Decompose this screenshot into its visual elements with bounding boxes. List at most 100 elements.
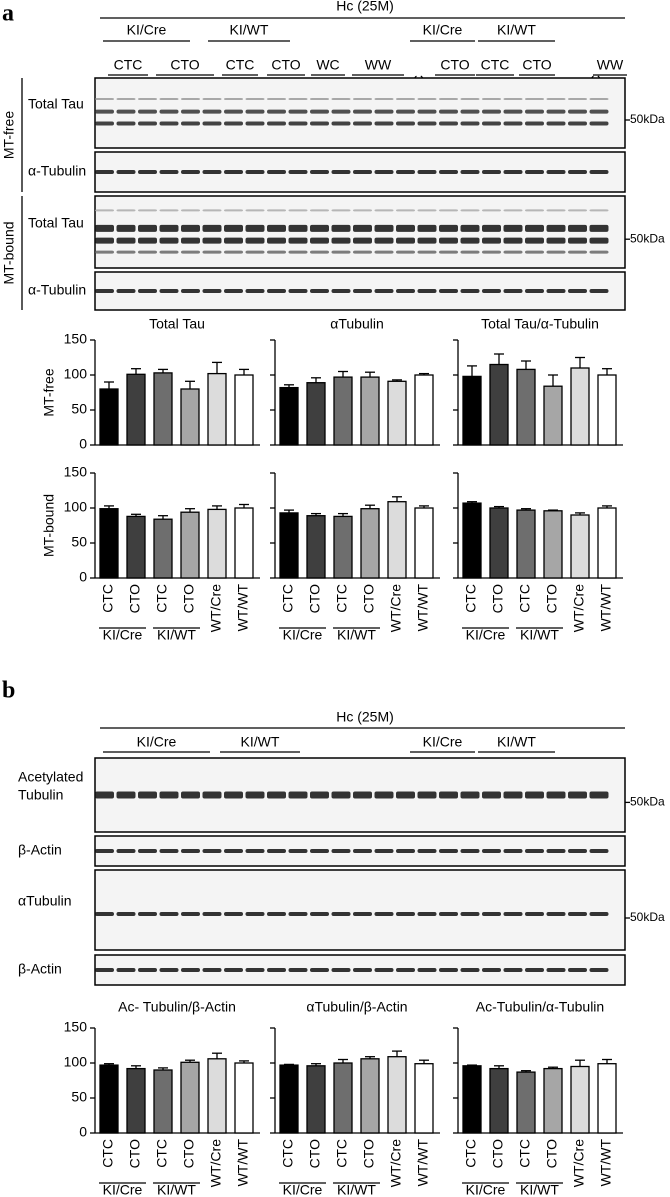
band xyxy=(267,791,286,799)
band xyxy=(589,849,609,853)
band xyxy=(460,912,480,916)
bar xyxy=(360,376,380,446)
band xyxy=(288,224,308,232)
bar xyxy=(414,374,434,446)
x-tick-label: WT/Cre xyxy=(388,584,404,632)
band xyxy=(331,250,351,254)
band xyxy=(224,98,243,100)
group-label: KI/WT xyxy=(520,627,559,643)
group-label: KI/WT xyxy=(520,1182,559,1197)
band xyxy=(353,224,372,232)
band xyxy=(288,121,308,126)
band xyxy=(224,209,243,212)
band xyxy=(460,209,480,212)
band xyxy=(181,968,200,972)
band xyxy=(224,224,243,232)
band xyxy=(525,849,544,853)
band xyxy=(460,224,480,232)
y-axis-label: MT-bound xyxy=(41,494,57,557)
band xyxy=(374,209,394,212)
band xyxy=(482,109,501,114)
band xyxy=(245,289,265,293)
band xyxy=(439,237,458,244)
band xyxy=(202,849,222,853)
x-tick-label: CTO xyxy=(127,584,143,613)
group-label: KI/WT xyxy=(230,22,269,38)
band xyxy=(374,98,394,100)
band xyxy=(245,170,265,174)
band xyxy=(331,98,351,100)
band xyxy=(460,237,480,244)
band xyxy=(460,98,480,100)
band xyxy=(202,209,222,212)
band xyxy=(181,237,200,244)
band xyxy=(116,224,136,232)
band xyxy=(439,224,458,232)
x-tick-label: CTO xyxy=(490,584,506,613)
band xyxy=(116,209,136,212)
band xyxy=(374,224,394,232)
bar xyxy=(543,1067,563,1134)
band xyxy=(267,912,286,916)
band xyxy=(159,224,179,232)
band xyxy=(310,121,329,126)
x-tick-label: CTO xyxy=(544,584,560,613)
band xyxy=(245,849,265,853)
bar xyxy=(234,374,254,446)
band xyxy=(503,791,523,799)
band xyxy=(396,209,415,212)
band xyxy=(525,237,544,244)
lane-label: CTO xyxy=(440,57,469,73)
band xyxy=(546,209,566,212)
lane-label: CTO xyxy=(271,57,300,73)
band xyxy=(568,209,587,212)
band xyxy=(353,109,372,114)
band xyxy=(116,250,136,254)
x-tick-label: CTO xyxy=(181,584,197,613)
band xyxy=(181,109,200,114)
band xyxy=(288,98,308,100)
bar xyxy=(234,1062,254,1134)
band xyxy=(310,170,329,174)
bar xyxy=(279,386,299,446)
band xyxy=(138,121,157,126)
x-tick-label: CTO xyxy=(490,1139,506,1168)
band xyxy=(353,237,372,244)
band xyxy=(439,250,458,254)
band xyxy=(568,237,587,244)
bar xyxy=(234,507,254,579)
band xyxy=(374,250,394,254)
band xyxy=(331,237,351,244)
bar xyxy=(153,372,173,446)
band xyxy=(288,791,308,799)
band xyxy=(159,170,179,174)
band xyxy=(525,224,544,232)
band xyxy=(439,912,458,916)
blot-label: β-Actin xyxy=(18,961,62,977)
bar xyxy=(414,507,434,579)
band xyxy=(396,109,415,114)
y-axis-label: MT-free xyxy=(41,368,57,416)
band xyxy=(95,209,114,212)
group-label: KI/WT xyxy=(157,1182,196,1197)
band xyxy=(331,121,351,126)
x-tick-label: CTO xyxy=(361,1139,377,1168)
band xyxy=(460,121,480,126)
band xyxy=(116,912,136,916)
chart-title: Ac-Tubulin/α-Tubulin xyxy=(476,999,604,1015)
band xyxy=(310,849,329,853)
band xyxy=(460,849,480,853)
band xyxy=(116,109,136,114)
band xyxy=(116,289,136,293)
band xyxy=(95,791,114,799)
y-tick-label: 50 xyxy=(71,401,87,417)
band xyxy=(460,250,480,254)
group-label: KI/WT xyxy=(241,734,280,750)
band xyxy=(568,289,587,293)
band xyxy=(310,237,329,244)
band xyxy=(525,121,544,126)
band xyxy=(417,791,437,799)
bar xyxy=(489,507,509,579)
band xyxy=(181,791,200,799)
band xyxy=(331,849,351,853)
